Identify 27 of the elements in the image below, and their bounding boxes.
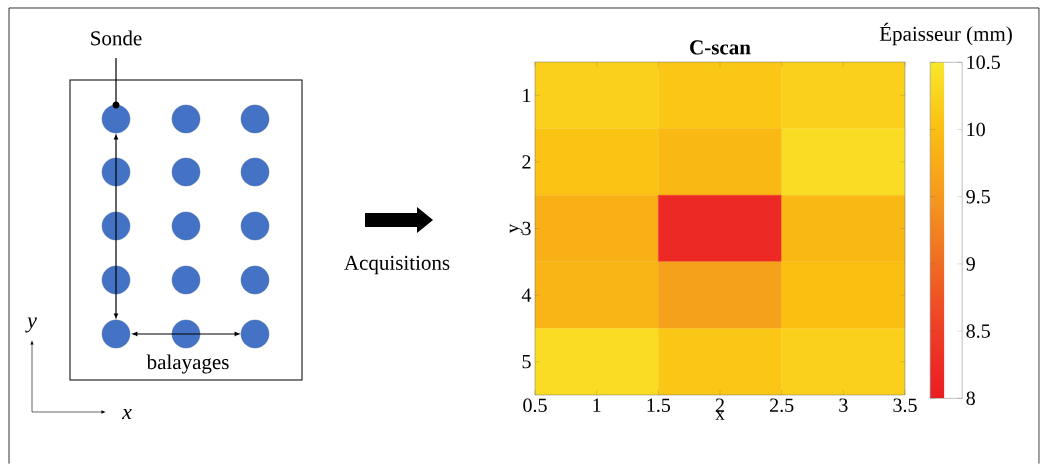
x-tick-label: 3.5 [893, 398, 917, 413]
x-axis-title: x [715, 410, 725, 420]
x-tick-label: 2.5 [770, 398, 794, 413]
x-tick-label: 3 [839, 398, 848, 412]
x-tick-label: 0.5 [523, 398, 547, 413]
chart-title: C-scan [690, 40, 751, 55]
y-tick-label: 5 [522, 355, 531, 369]
y-tick-label: 3 [522, 221, 531, 236]
color-bar-label: 9.5 [966, 189, 990, 204]
color-bar-label: 10 [967, 122, 985, 137]
color-bar-title: Épaisseur (mm) [879, 22, 1012, 46]
y-axis-title: y [509, 223, 523, 234]
color-bar-label: 10.5 [967, 55, 1000, 70]
y-tick-label: 1 [523, 88, 531, 102]
text: y [25, 317, 37, 333]
y-tick-label: 2 [522, 155, 531, 169]
text: Sonde [91, 30, 142, 46]
color-bar-label: 8.5 [966, 324, 990, 338]
y-tick-label: 4 [521, 288, 532, 302]
color-bar-label: 9 [966, 257, 975, 271]
x-tick-label: 1.5 [647, 398, 671, 413]
text: balayages [146, 354, 229, 374]
x-tick-label: 1 [593, 398, 601, 412]
x-tick-label: 2 [715, 398, 724, 412]
text: Acquisitions [344, 255, 450, 275]
color-bar-label: 8 [966, 391, 975, 406]
text: x [121, 408, 132, 420]
